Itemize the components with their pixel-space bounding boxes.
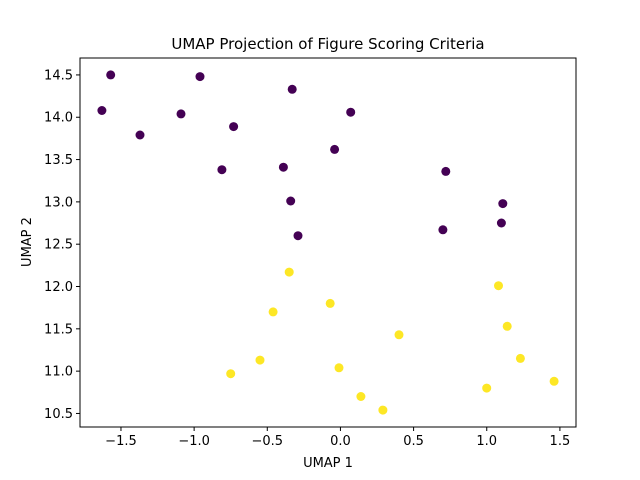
scatter-point-s0-4 <box>176 109 186 119</box>
scatter-point-s1-11 <box>482 383 492 393</box>
scatter-point-s1-1 <box>494 281 503 291</box>
scatter-point-s0-3 <box>97 106 107 115</box>
scatter-point-s0-0 <box>106 70 116 80</box>
x-tick-label: 0.5 <box>403 434 424 449</box>
x-tick-label: −1.0 <box>178 434 210 449</box>
scatter-point-s1-7 <box>515 353 525 363</box>
x-tick-label: 1.5 <box>550 434 571 449</box>
y-tick-label: 12.0 <box>44 280 73 295</box>
scatter-point-s1-4 <box>502 321 512 331</box>
y-tick-label: 10.5 <box>44 407 73 422</box>
y-tick-label: 13.5 <box>44 153 73 168</box>
y-tick-label: 12.5 <box>44 238 73 253</box>
scatter-point-s0-14 <box>496 218 506 228</box>
scatter-point-s0-13 <box>498 199 508 209</box>
y-axis-label: UMAP 2 <box>20 217 35 267</box>
y-tick-label: 11.5 <box>44 322 73 337</box>
x-axis-label: UMAP 1 <box>303 456 353 471</box>
scatter-point-s0-2 <box>287 84 297 94</box>
y-tick-label: 13.0 <box>44 195 73 210</box>
scatter-point-s0-15 <box>438 225 448 235</box>
x-tick-label: 0.0 <box>330 434 351 449</box>
x-tick-label: −0.5 <box>251 434 283 449</box>
scatter-point-s1-6 <box>255 355 265 365</box>
x-axis-ticks: −1.5 −1.0 −0.5 0.0 0.5 1.0 1.5 <box>105 427 570 449</box>
scatter-point-s0-7 <box>135 130 145 140</box>
y-tick-label: 14.0 <box>44 111 73 126</box>
points-layer <box>97 70 559 415</box>
scatter-point-s0-9 <box>278 162 288 172</box>
y-tick-label: 14.5 <box>44 68 73 83</box>
x-tick-label: −1.5 <box>105 434 137 449</box>
scatter-point-s1-10 <box>549 376 559 386</box>
scatter-point-s0-6 <box>229 122 239 132</box>
x-tick-label: 1.0 <box>476 434 497 449</box>
scatter-point-s1-9 <box>226 369 236 379</box>
scatter-point-s0-1 <box>195 72 205 82</box>
scatter-point-s0-8 <box>330 144 340 154</box>
axes-frame <box>79 57 577 428</box>
scatter-point-s1-12 <box>356 392 366 401</box>
scatter-point-s0-16 <box>293 231 303 241</box>
scatter-point-s1-8 <box>334 363 344 373</box>
chart-title: UMAP Projection of Figure Scoring Criter… <box>171 35 484 53</box>
y-axis-ticks: 10.5 11.0 11.5 12.0 12.5 13.0 13.5 14.0 14.5 <box>44 68 80 422</box>
scatter-point-s1-3 <box>268 307 278 317</box>
scatter-point-s0-12 <box>286 196 296 206</box>
scatter-point-s1-5 <box>394 330 404 340</box>
scatter-point-s0-11 <box>441 166 451 176</box>
plot-area: −1.5 −1.0 −0.5 0.0 0.5 1.0 1.5 10.5 11.0 11.5 12.… <box>44 57 577 449</box>
scatter-point-s0-5 <box>346 107 356 117</box>
y-tick-label: 11.0 <box>44 365 73 380</box>
scatter-point-s1-2 <box>325 298 335 308</box>
scatter-point-s1-13 <box>378 405 388 415</box>
scatter-point-s0-10 <box>217 165 227 175</box>
scatter-point-s1-0 <box>284 267 294 277</box>
